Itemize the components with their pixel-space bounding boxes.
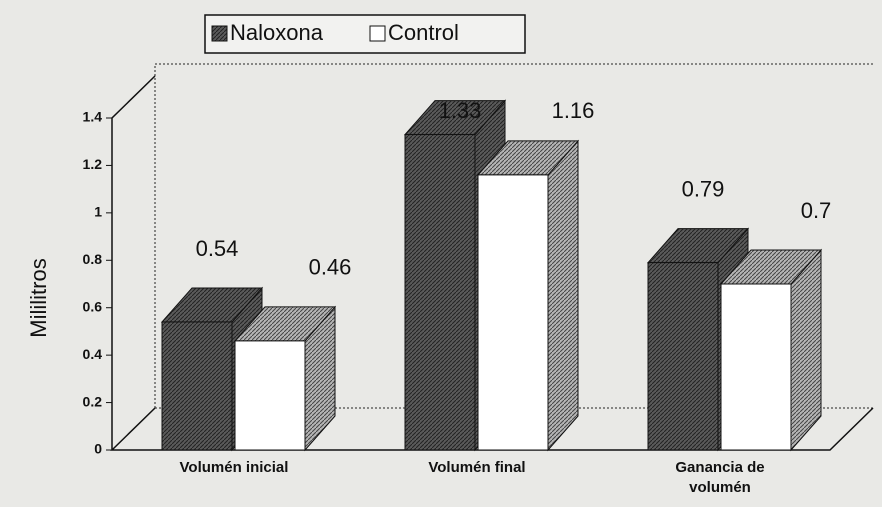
legend-swatch: [211, 25, 228, 42]
y-tick-label: 0: [94, 441, 102, 457]
x-tick-label: Ganancia de volumén: [675, 459, 765, 496]
y-axis-label: Mililitros: [26, 258, 51, 337]
bar-face: [404, 134, 476, 451]
bar: [476, 139, 580, 452]
legend-label: Control: [388, 20, 459, 45]
value-label: 0.46: [309, 255, 352, 280]
bar-face: [647, 262, 719, 451]
back-wall: [154, 63, 873, 408]
legend-swatch: [369, 25, 386, 42]
y-tick-label: 1.2: [83, 156, 103, 172]
y-tick-label: 0.6: [83, 298, 103, 314]
bar: [233, 305, 337, 452]
value-label: 0.7: [801, 198, 832, 223]
value-label: 1.16: [552, 98, 595, 123]
y-axis: [111, 75, 156, 450]
bar: [719, 248, 823, 452]
y-tick-label: 1.4: [83, 109, 103, 125]
y-tick-label: 0.4: [83, 346, 103, 362]
value-label: 0.54: [196, 236, 239, 261]
bar-face: [720, 283, 792, 451]
x-tick-label: Volumén final: [428, 459, 526, 476]
bar-face: [547, 139, 579, 452]
value-label: 0.79: [682, 176, 725, 201]
value-label: 1.33: [439, 98, 482, 123]
bar-face: [161, 321, 233, 451]
bar-face: [477, 174, 549, 451]
y-tick-label: 1: [94, 204, 102, 220]
x-tick-label: Volumén inicial: [179, 459, 289, 476]
y-tick-label: 0.2: [83, 393, 103, 409]
bar-face: [234, 340, 306, 451]
legend-label: Naloxona: [230, 20, 324, 45]
legend-box: [204, 14, 526, 54]
y-tick-label: 0.8: [83, 251, 103, 267]
bar-face: [790, 248, 822, 452]
